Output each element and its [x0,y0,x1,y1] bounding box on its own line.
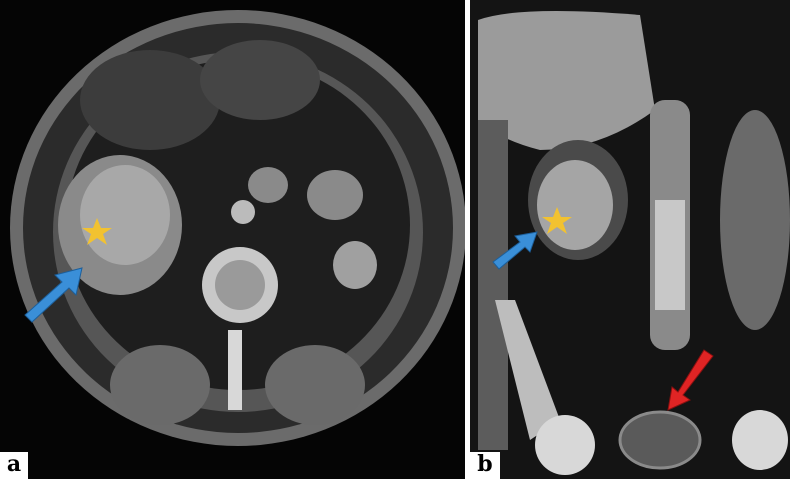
blue-arrow [492,231,538,270]
spinous-process [228,330,242,410]
liver [478,11,655,150]
bladder [618,410,702,470]
bowel [200,40,320,120]
femoral-head [535,415,595,475]
bowel-loop [248,167,288,203]
aorta [231,200,255,224]
bowel-loop [307,170,363,220]
bowel-left [720,110,790,330]
back-muscle [110,345,210,425]
vertebra-body [215,260,265,310]
iliac-bone [495,300,560,440]
abdominal-wall [478,120,508,450]
blue-arrow [24,267,83,323]
panel-label: a [7,451,21,477]
back-muscle [265,345,365,425]
panel-label: b [477,451,492,477]
bowel [80,50,220,150]
kidney [537,160,613,250]
panel-b: b [470,0,790,479]
femoral-head [732,410,788,470]
panel-a: a [0,0,466,479]
red-arrow [667,349,714,411]
kidney-lesion [80,165,170,265]
label-box [0,452,28,479]
star-marker [542,207,572,234]
spine [655,200,685,310]
label-box [470,452,500,479]
panel-divider [465,0,470,479]
kidney-left [333,241,377,289]
star-marker [82,218,112,245]
